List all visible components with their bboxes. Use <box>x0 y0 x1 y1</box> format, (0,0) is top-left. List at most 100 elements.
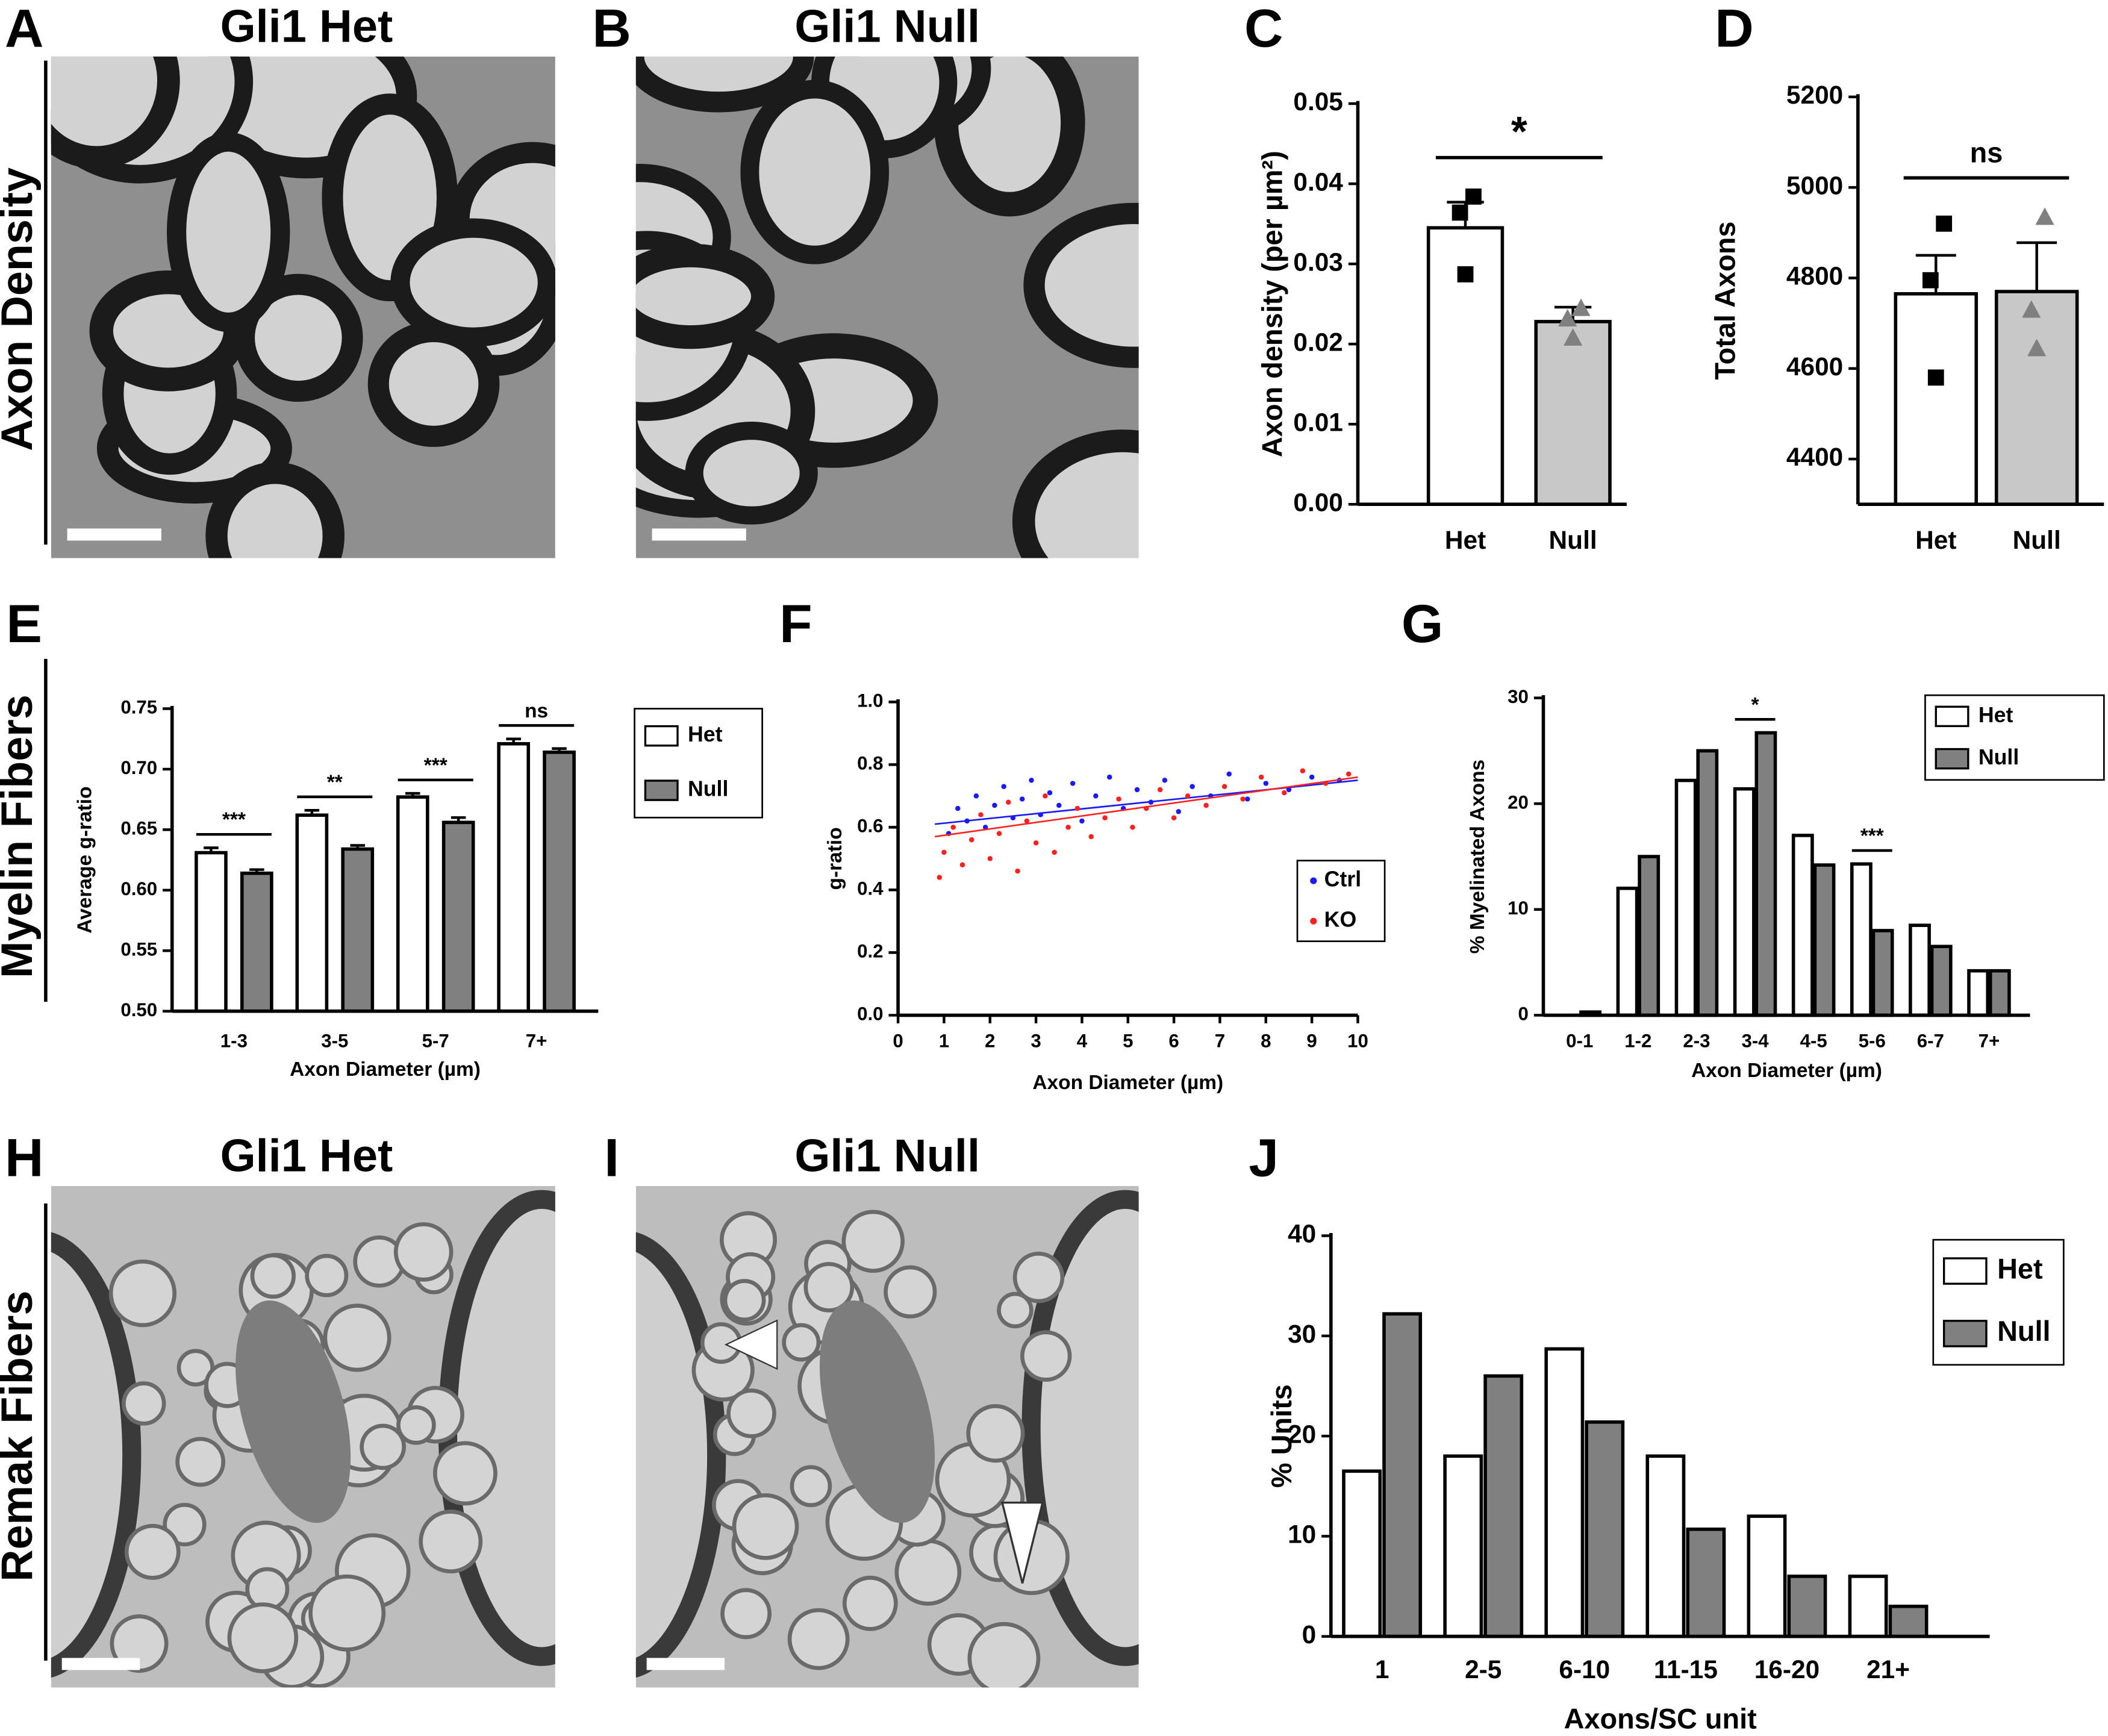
panel-letter: J <box>1249 1127 1279 1187</box>
scatter-point <box>1074 805 1081 811</box>
bar <box>1686 1527 1726 1638</box>
micrograph-title: Gli1 Null <box>794 1 980 52</box>
scatter-point <box>1033 840 1039 846</box>
bar <box>1813 863 1836 1017</box>
y-tick-label: 0.02 <box>1293 328 1343 356</box>
x-axis-label: Axon Diameter (µm) <box>1691 1060 1882 1082</box>
micrographs <box>51 56 1139 1688</box>
panel-letter: E <box>6 593 42 654</box>
y-axis-label: g-ratio <box>824 827 846 890</box>
row-label: Axon Density <box>0 167 42 451</box>
significance-label: * <box>1511 108 1527 155</box>
scatter-point <box>1065 825 1071 830</box>
x-tick-label: 5-7 <box>422 1030 449 1051</box>
myelin-ring <box>740 80 890 264</box>
scatter-point <box>1015 868 1020 874</box>
panel-letter: I <box>604 1127 619 1187</box>
y-tick-label: 1.0 <box>857 690 883 711</box>
x-tick-label: 2-5 <box>1465 1655 1501 1684</box>
x-tick-label: 6-10 <box>1559 1655 1610 1684</box>
legend-swatch <box>644 779 679 801</box>
bar <box>1988 969 2011 1017</box>
y-tick-label: 0.03 <box>1293 248 1343 276</box>
y-axis-label: % Units <box>1266 1384 1297 1488</box>
bar <box>1754 731 1777 1017</box>
significance-label: *** <box>1860 825 1884 848</box>
axon <box>1012 1251 1065 1304</box>
y-tick-label: 0.00 <box>1293 488 1343 516</box>
scatter-point <box>1226 771 1232 777</box>
axon <box>842 1575 898 1631</box>
y-tick-label: 10 <box>1288 1520 1316 1549</box>
x-tick-label: 5 <box>1123 1030 1133 1051</box>
y-tick-label: 0.55 <box>120 939 157 960</box>
bar <box>1342 1469 1382 1638</box>
y-tick-label: 30 <box>1288 1320 1316 1348</box>
x-tick-label: Het <box>1445 526 1486 554</box>
scatter-point <box>1240 796 1246 802</box>
scatter-point <box>1047 790 1053 796</box>
axon <box>894 1538 962 1606</box>
scatter-point <box>1203 802 1209 808</box>
scatter-point <box>955 805 961 811</box>
myelin-ring <box>685 422 818 525</box>
nucleus <box>235 1300 351 1523</box>
scatter-point <box>1258 774 1264 780</box>
panel-letter: G <box>1402 593 1443 654</box>
y-tick-label: 4800 <box>1786 262 1843 290</box>
axon <box>997 1291 1034 1329</box>
scatter-point <box>1157 787 1163 793</box>
legend-label: Het <box>688 722 723 746</box>
axon <box>250 1253 296 1299</box>
bar <box>1645 1454 1686 1638</box>
axon <box>790 1465 832 1508</box>
data-point <box>1922 272 1939 289</box>
significance-label: ns <box>1970 137 2003 169</box>
micrograph <box>51 1185 555 1688</box>
y-tick-label: 4400 <box>1786 443 1843 471</box>
scatter-point <box>1088 834 1094 840</box>
x-tick-label: 1 <box>939 1030 949 1051</box>
scatter-point <box>1286 787 1292 793</box>
axon <box>803 1262 855 1313</box>
x-tick-label: 3-4 <box>1741 1030 1769 1051</box>
bar <box>1382 1312 1423 1638</box>
scatter-point <box>1043 793 1048 799</box>
scale-bar <box>652 528 746 541</box>
bar <box>1967 969 1990 1017</box>
scatter-point <box>1245 796 1250 802</box>
legend-swatch <box>644 725 679 747</box>
x-tick-label: 8 <box>1261 1030 1271 1051</box>
scatter-point <box>992 802 997 808</box>
x-axis-label: Axon Diameter (µm) <box>1032 1072 1223 1094</box>
bar <box>1888 1604 1929 1638</box>
myelin-ring <box>51 1232 142 1678</box>
bar <box>497 742 531 1013</box>
data-point <box>2035 207 2054 225</box>
data-point <box>2022 300 2041 318</box>
scatter-point <box>1056 802 1062 808</box>
bar <box>1848 1575 1888 1638</box>
x-tick-label: 4 <box>1077 1030 1088 1051</box>
data-point <box>1936 215 1953 232</box>
scatter-point <box>1300 768 1306 773</box>
panel-letter: H <box>5 1127 43 1187</box>
scatter-point <box>1052 849 1057 855</box>
scatter-point <box>1162 778 1168 783</box>
scatter-point <box>1185 793 1191 799</box>
legend-label: Het <box>1979 703 2013 727</box>
micrograph-title: Gli1 Het <box>220 1 393 52</box>
y-tick-label: 10 <box>1508 898 1529 919</box>
axon <box>122 1381 166 1426</box>
legend-label: Null <box>1979 745 2019 769</box>
y-tick-label: 0.04 <box>1293 167 1343 196</box>
axon <box>787 1608 850 1670</box>
x-tick-label: 10 <box>1347 1030 1368 1051</box>
scatter-point <box>1221 784 1227 789</box>
axon <box>419 1510 483 1574</box>
x-tick-label: 0 <box>893 1030 903 1051</box>
x-tick-label: 7+ <box>526 1030 547 1051</box>
x-tick-label: 16-20 <box>1754 1655 1820 1684</box>
panel-letter: A <box>5 0 43 58</box>
